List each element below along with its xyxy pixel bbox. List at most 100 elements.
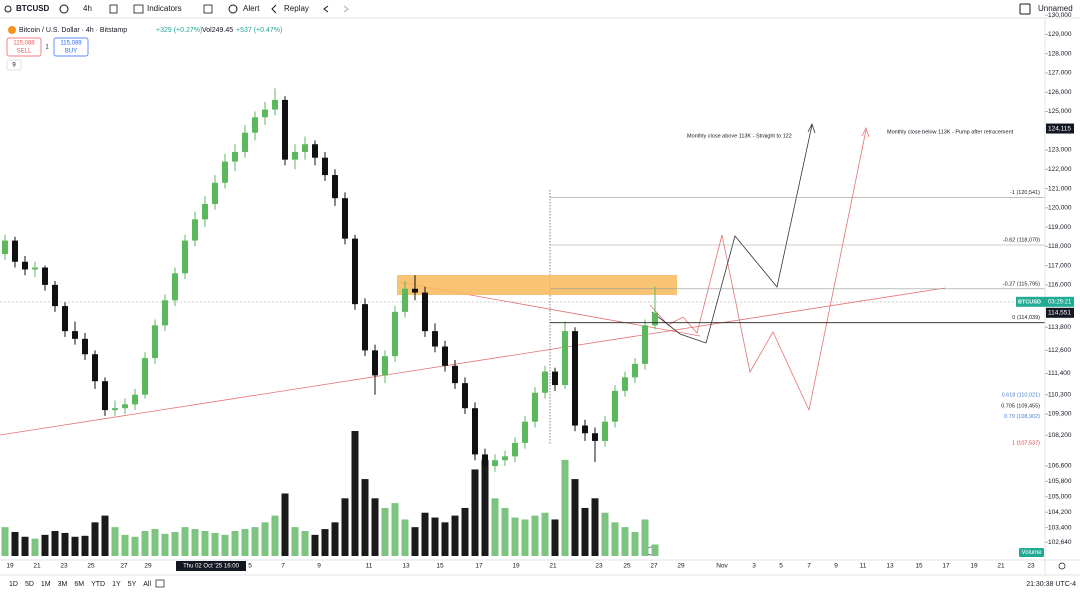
- replay-icon[interactable]: [271, 4, 277, 14]
- y-tick-label: 104,200: [1048, 509, 1072, 516]
- candle-body: [72, 331, 78, 339]
- y-tick-label: 109,300: [1048, 411, 1072, 418]
- buy-price[interactable]: 115,089: [60, 41, 82, 47]
- date-range-icon[interactable]: [155, 579, 165, 588]
- range-button[interactable]: 1D: [9, 581, 18, 588]
- y-tick-label: 108,200: [1048, 432, 1072, 439]
- y-tick-label: 103,400: [1048, 524, 1072, 531]
- range-button[interactable]: 5Y: [128, 581, 137, 588]
- sell-label[interactable]: SELL: [17, 49, 32, 55]
- range-button[interactable]: 5D: [25, 581, 34, 588]
- y-tick-label: 119,000: [1048, 224, 1071, 231]
- fib-label: -1 (120,541): [1010, 190, 1040, 196]
- price-tag: [1046, 307, 1074, 318]
- volume-bar: [571, 479, 579, 556]
- x-tick-label: 27: [120, 563, 128, 570]
- y-tick-label: 105,000: [1048, 494, 1072, 501]
- range-button[interactable]: All: [143, 581, 151, 588]
- candle-body: [302, 144, 308, 152]
- indicators-icon[interactable]: [133, 4, 144, 14]
- candle-body: [402, 288, 408, 312]
- x-tick-label: 7: [281, 563, 285, 570]
- volume-bar: [251, 527, 259, 556]
- volume-bar: [191, 529, 199, 556]
- candle-body: [502, 456, 508, 461]
- candle-body: [472, 408, 478, 455]
- x-tick-label: 13: [402, 563, 410, 570]
- volume-bar: [51, 531, 59, 556]
- candle-body: [52, 284, 58, 307]
- candle-body: [512, 442, 518, 457]
- range-button[interactable]: 6M: [74, 581, 84, 588]
- candle-body: [222, 161, 228, 183]
- volume-bar: [241, 529, 249, 556]
- buy-button[interactable]: [53, 37, 89, 57]
- candle-body: [292, 151, 298, 160]
- candle-body: [2, 240, 8, 255]
- volume-bar: [181, 527, 189, 556]
- coin-icon: [8, 26, 16, 34]
- x-tick-label: 25: [623, 563, 631, 570]
- candle-body: [22, 261, 28, 270]
- y-tick-label: 122,000: [1048, 166, 1072, 173]
- candle-body: [632, 363, 638, 378]
- volume-bar: [111, 527, 119, 556]
- candle-body: [422, 292, 428, 332]
- candle-body: [532, 392, 538, 422]
- candle-body: [212, 182, 218, 204]
- alert-button[interactable]: Alert: [243, 4, 260, 13]
- volume-bar: [71, 536, 79, 556]
- search-icon[interactable]: [4, 5, 12, 13]
- volume-bar: [11, 531, 19, 556]
- range-button[interactable]: 3M: [58, 581, 68, 588]
- candle-body: [542, 371, 548, 393]
- settings-icon[interactable]: [1058, 562, 1066, 570]
- candle-body: [642, 325, 648, 364]
- range-button[interactable]: 1Y: [112, 581, 121, 588]
- templates-icon[interactable]: [203, 4, 213, 14]
- layout-icon[interactable]: [1019, 3, 1031, 15]
- undo[interactable]: [323, 5, 329, 13]
- candle-body: [272, 99, 278, 110]
- y-tick-label: 123,000: [1048, 147, 1072, 154]
- indicator-toggle[interactable]: [6, 59, 22, 71]
- redo[interactable]: [343, 5, 349, 13]
- range-button[interactable]: YTD: [91, 581, 105, 588]
- volume-bar: [131, 536, 139, 556]
- interval[interactable]: 4h: [83, 4, 92, 13]
- sell-price[interactable]: 115,088: [13, 41, 35, 47]
- candle-body: [482, 454, 488, 466]
- candle-body: [62, 306, 68, 332]
- indicator-count[interactable]: 9: [12, 63, 16, 69]
- candle-body: [92, 354, 98, 382]
- candle-body: [172, 273, 178, 301]
- y-tick-label: 116,000: [1048, 282, 1071, 289]
- volume-bar: [621, 527, 629, 556]
- candle-body: [192, 219, 198, 241]
- volume-bar: [271, 515, 279, 556]
- legend-change2: +537 (+0.47%): [236, 27, 282, 34]
- symbol[interactable]: BTCUSD: [16, 4, 50, 13]
- sell-button[interactable]: [6, 37, 42, 57]
- volume-bar: [221, 534, 229, 556]
- legend-title: Bitcoin / U.S. Dollar · 4h · Bitstamp: [19, 27, 127, 34]
- arrow-head: [807, 122, 816, 134]
- range-button[interactable]: 1M: [41, 581, 51, 588]
- x-tick-label: 29: [677, 563, 685, 570]
- indicators-button[interactable]: Indicators: [147, 4, 182, 13]
- candle-body: [332, 175, 338, 199]
- chart-type-icon[interactable]: [109, 4, 118, 14]
- fib-label: -0.27 (115,795): [1003, 281, 1040, 287]
- candle-body: [42, 267, 48, 285]
- candle-body: [552, 371, 558, 386]
- volume-bar: [41, 534, 49, 556]
- compare-icon[interactable]: [59, 4, 69, 14]
- x-tick-label: 9: [317, 563, 321, 570]
- alert-icon[interactable]: [228, 4, 238, 14]
- x-tick-label: 11: [860, 563, 867, 570]
- candle-body: [312, 144, 318, 158]
- layout-name[interactable]: Unnamed: [1038, 4, 1073, 13]
- replay-button[interactable]: Replay: [284, 4, 309, 13]
- quantity[interactable]: 1: [45, 45, 49, 51]
- buy-label[interactable]: BUY: [65, 49, 77, 55]
